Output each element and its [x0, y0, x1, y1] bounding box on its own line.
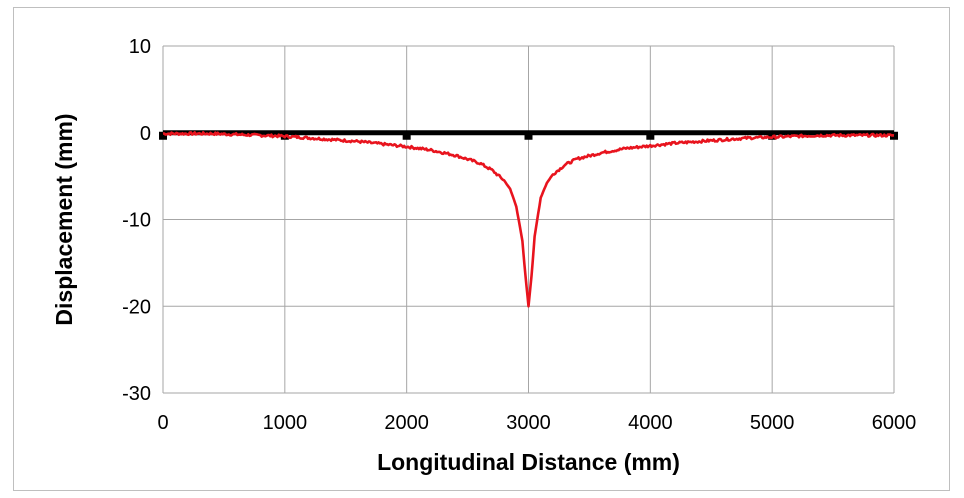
y-tick-label: -20 [122, 296, 151, 318]
x-tick-label: 2000 [384, 412, 429, 434]
x-tick-label: 6000 [872, 412, 917, 434]
y-tick-label: 0 [140, 123, 151, 145]
x-tick-label: 0 [157, 412, 168, 434]
line-chart: 0 1000 2000 3000 4000 5000 6000 10 0 -10 -20 -30 Lo… [14, 8, 949, 490]
x-axis-title: Longitudinal Distance (mm) [377, 449, 680, 475]
x-tick-label: 1000 [263, 412, 308, 434]
y-tick-label: -30 [122, 383, 151, 405]
x-tick-label: 5000 [750, 412, 795, 434]
y-axis-title: Displacement (mm) [51, 113, 77, 325]
series-marker [525, 132, 533, 140]
series-marker [403, 132, 411, 140]
y-tick-label: -10 [122, 210, 151, 232]
tick-labels: 0 1000 2000 3000 4000 5000 6000 10 0 -10 -20 -30 [122, 36, 916, 434]
series-marker [646, 132, 654, 140]
y-tick-label: 10 [129, 36, 151, 58]
plot-grid [163, 46, 894, 393]
x-tick-label: 3000 [506, 412, 551, 434]
chart-frame: 0 1000 2000 3000 4000 5000 6000 10 0 -10 -20 -30 Lo… [13, 7, 950, 491]
x-tick-label: 4000 [628, 412, 673, 434]
